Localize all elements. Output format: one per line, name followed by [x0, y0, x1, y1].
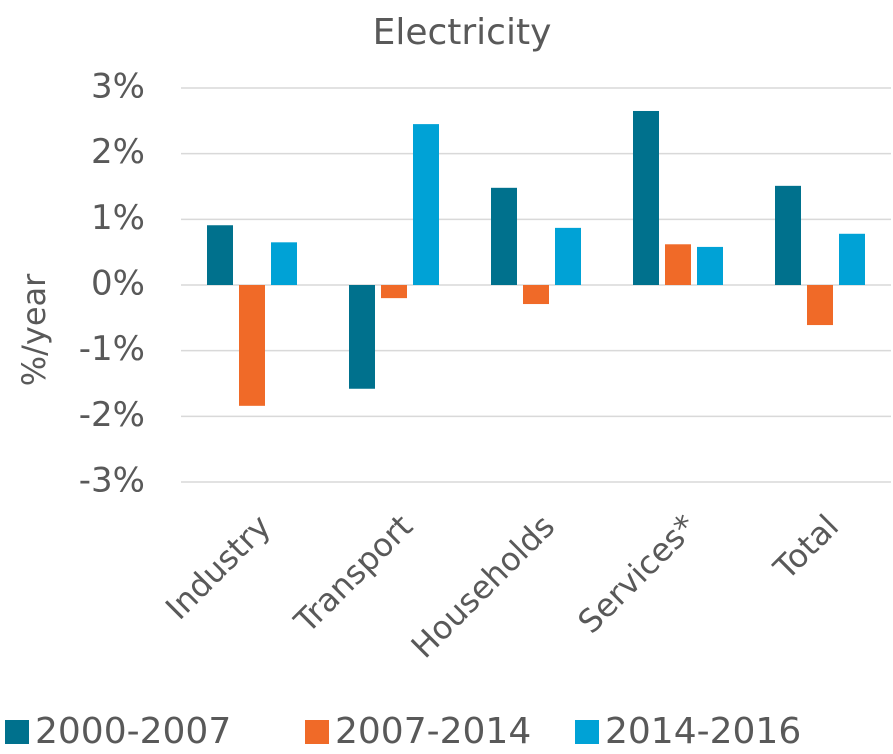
bar	[271, 242, 297, 285]
y-tick-label: -2%	[79, 395, 145, 435]
x-tick-label: Transport	[286, 507, 420, 641]
bar	[633, 110, 659, 285]
bar	[207, 225, 233, 285]
x-tick-label: Industry	[158, 507, 278, 627]
y-tick-label: 1%	[91, 198, 145, 238]
y-tick-label: 3%	[91, 67, 145, 107]
bar	[839, 233, 865, 285]
legend-swatch	[305, 720, 329, 744]
bar	[413, 124, 439, 285]
legend-label: 2014-2016	[605, 711, 801, 752]
bar	[523, 285, 549, 305]
y-tick-label: -3%	[79, 461, 145, 501]
bar	[349, 285, 375, 389]
bar	[555, 227, 581, 285]
x-tick-label: Total	[766, 507, 846, 587]
x-tick-label: Services*	[570, 507, 704, 641]
y-tick-label: 0%	[91, 264, 145, 304]
y-tick-label: -1%	[79, 329, 145, 369]
bar	[665, 244, 691, 285]
bar	[381, 285, 407, 299]
bar	[807, 285, 833, 326]
y-axis-label: %/year	[15, 273, 53, 386]
legend-swatch	[575, 720, 599, 744]
y-tick-label: 2%	[91, 132, 145, 172]
bar	[697, 246, 723, 285]
legend-label: 2007-2014	[335, 711, 531, 752]
x-tick-label: Households	[404, 507, 562, 665]
bar	[491, 187, 517, 285]
bar	[239, 285, 265, 406]
legend-swatch	[5, 720, 29, 744]
bar	[775, 185, 801, 285]
chart-title: Electricity	[373, 12, 552, 53]
legend-label: 2000-2007	[35, 711, 231, 752]
